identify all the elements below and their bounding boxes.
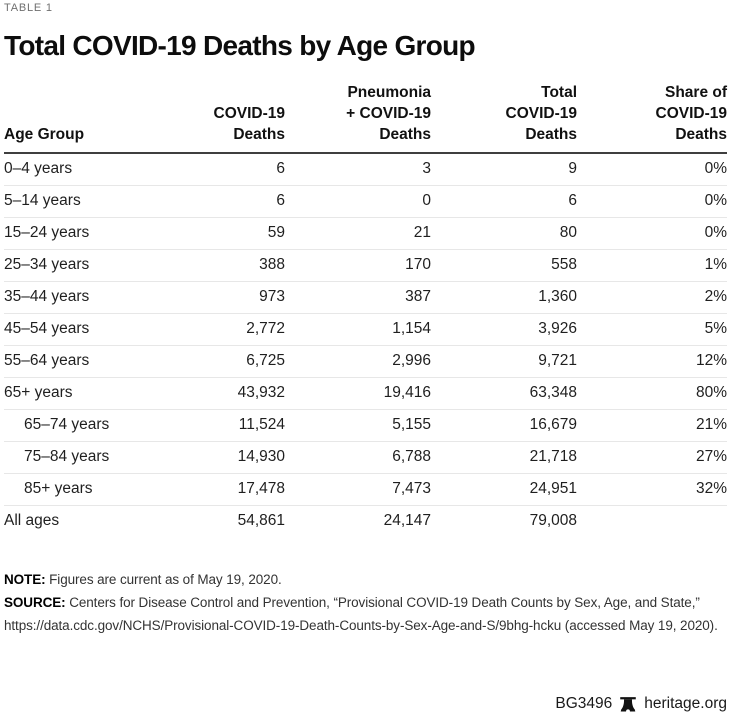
covid-deaths-cell: 6 (276, 160, 285, 177)
table-row: 15–24 years 59 21 80 0% (4, 218, 727, 250)
covid-deaths-cell: 11,524 (238, 416, 285, 433)
age-group-cell: 65+ years (4, 384, 73, 401)
table-row: 45–54 years 2,772 1,154 3,926 5% (4, 314, 727, 346)
age-group-cell: 0–4 years (4, 160, 73, 177)
note-text: Figures are current as of May 19, 2020. (49, 572, 282, 587)
covid-deaths-cell: 388 (259, 256, 285, 273)
pneumonia-covid-deaths-cell: 24,147 (383, 512, 431, 529)
table-header: Age Group COVID-19 Deaths Pneumonia + CO… (4, 82, 727, 154)
pneumonia-covid-deaths-cell: 6,788 (392, 448, 431, 465)
table-row: 85+ years 17,478 7,473 24,951 32% (4, 474, 727, 506)
share-cell: 2% (704, 288, 727, 305)
liberty-bell-icon (619, 696, 637, 712)
covid-deaths-cell: 17,478 (237, 480, 285, 497)
age-group-cell: 85+ years (24, 480, 93, 497)
source-label: SOURCE: (4, 595, 66, 610)
share-cell: 0% (704, 160, 727, 177)
age-group-cell: 45–54 years (4, 320, 90, 337)
table-kicker: TABLE 1 (4, 2, 53, 14)
total-deaths-cell: 558 (551, 256, 577, 273)
share-cell: 1% (704, 256, 727, 273)
notes-block: NOTE: Figures are current as of May 19, … (4, 568, 727, 637)
share-cell: 0% (704, 224, 727, 241)
share-cell: 0% (704, 192, 727, 209)
share-cell: 80% (695, 384, 727, 401)
age-group-cell: All ages (4, 512, 60, 529)
source-text: Centers for Disease Control and Preventi… (4, 595, 718, 633)
pneumonia-covid-deaths-cell: 2,996 (392, 352, 431, 369)
total-deaths-cell: 3,926 (538, 320, 577, 337)
pneumonia-covid-deaths-cell: 387 (405, 288, 431, 305)
table-figure: TABLE 1 Total COVID-19 Deaths by Age Gro… (4, 2, 727, 712)
table-body: 0–4 years 6 3 9 0% 5–14 years 6 0 6 0% 15–24 years… (4, 153, 727, 537)
pneumonia-covid-deaths-cell: 0 (422, 192, 431, 209)
share-cell (577, 506, 727, 538)
covid-deaths-cell: 54,861 (237, 512, 285, 529)
table-row: All ages 54,861 24,147 79,008 (4, 506, 727, 538)
footer: BG3496 heritage.org (555, 695, 727, 713)
note-line: NOTE: Figures are current as of May 19, … (4, 568, 727, 591)
age-group-cell: 15–24 years (4, 224, 90, 241)
pneumonia-covid-deaths-cell: 19,416 (383, 384, 431, 401)
age-group-cell: 65–74 years (24, 416, 110, 433)
age-group-cell: 35–44 years (4, 288, 90, 305)
share-cell: 32% (695, 480, 727, 497)
age-group-cell: 5–14 years (4, 192, 81, 209)
pneumonia-covid-deaths-cell: 1,154 (392, 320, 431, 337)
covid-deaths-cell: 14,930 (237, 448, 285, 465)
age-group-cell: 75–84 years (24, 448, 110, 465)
pneumonia-covid-deaths-cell: 3 (422, 160, 431, 177)
column-header-age-group: Age Group (4, 82, 154, 154)
share-cell: 21% (695, 416, 727, 433)
covid-deaths-table: Age Group COVID-19 Deaths Pneumonia + CO… (4, 82, 727, 537)
pneumonia-covid-deaths-cell: 5,155 (392, 416, 431, 433)
table-row: 0–4 years 6 3 9 0% (4, 153, 727, 186)
column-header-covid-deaths: COVID-19 Deaths (154, 82, 285, 154)
age-group-cell: 25–34 years (4, 256, 90, 273)
total-deaths-cell: 24,951 (529, 480, 577, 497)
share-cell: 12% (695, 352, 727, 369)
covid-deaths-cell: 43,932 (237, 384, 285, 401)
site-name: heritage.org (644, 695, 727, 712)
note-label: NOTE: (4, 572, 46, 587)
table-row: 75–84 years 14,930 6,788 21,718 27% (4, 442, 727, 474)
total-deaths-cell: 9 (568, 160, 577, 177)
covid-deaths-cell: 6,725 (246, 352, 285, 369)
covid-deaths-cell: 6 (276, 192, 285, 209)
table-row: 65–74 years 11,524 5,155 16,679 21% (4, 410, 727, 442)
total-deaths-cell: 63,348 (529, 384, 577, 401)
pneumonia-covid-deaths-cell: 170 (405, 256, 431, 273)
source-line: SOURCE: Centers for Disease Control and … (4, 591, 727, 637)
document-id: BG3496 (555, 695, 613, 712)
covid-deaths-cell: 2,772 (246, 320, 285, 337)
share-cell: 5% (704, 320, 727, 337)
column-header-total-deaths: Total COVID-19 Deaths (431, 82, 577, 154)
table-row: 35–44 years 973 387 1,360 2% (4, 282, 727, 314)
column-header-share: Share of COVID-19 Deaths (577, 82, 727, 154)
total-deaths-cell: 16,679 (529, 416, 577, 433)
total-deaths-cell: 9,721 (538, 352, 577, 369)
page-title: Total COVID-19 Deaths by Age Group (4, 30, 476, 61)
column-header-pneumonia-covid-deaths: Pneumonia + COVID-19 Deaths (285, 82, 431, 154)
total-deaths-cell: 79,008 (529, 512, 577, 529)
share-cell: 27% (695, 448, 727, 465)
total-deaths-cell: 80 (559, 224, 577, 241)
total-deaths-cell: 21,718 (529, 448, 577, 465)
table-row: 55–64 years 6,725 2,996 9,721 12% (4, 346, 727, 378)
table-row: 65+ years 43,932 19,416 63,348 80% (4, 378, 727, 410)
covid-deaths-cell: 59 (267, 224, 285, 241)
total-deaths-cell: 1,360 (538, 288, 577, 305)
total-deaths-cell: 6 (568, 192, 577, 209)
pneumonia-covid-deaths-cell: 7,473 (392, 480, 431, 497)
table-row: 25–34 years 388 170 558 1% (4, 250, 727, 282)
covid-deaths-cell: 973 (259, 288, 285, 305)
table-row: 5–14 years 6 0 6 0% (4, 186, 727, 218)
age-group-cell: 55–64 years (4, 352, 90, 369)
pneumonia-covid-deaths-cell: 21 (413, 224, 431, 241)
